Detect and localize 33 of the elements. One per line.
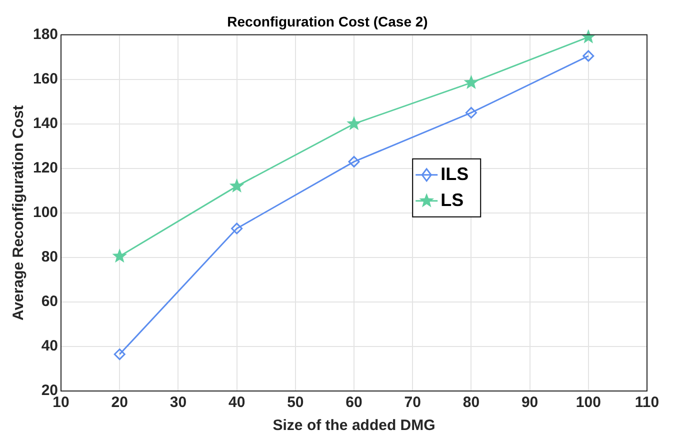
point (114, 348, 126, 360)
y-tick-label: 120 (32, 160, 58, 177)
point (112, 248, 128, 263)
x-axis-title: Size of the added DMG (272, 417, 436, 434)
y-tick-label: 80 (41, 248, 58, 266)
point (464, 74, 479, 89)
point (346, 116, 362, 130)
x-tick-label: 80 (462, 394, 480, 412)
x-tick-label: 10 (52, 394, 70, 412)
x-tick-label: 20 (111, 394, 128, 412)
legend-label: ILS (440, 164, 469, 184)
y-axis-title: Average Reconfiguration Cost (10, 105, 28, 321)
x-tick-label: 100 (576, 394, 601, 412)
x-tick-label: 60 (346, 394, 362, 412)
point (348, 156, 360, 168)
x-tick-label: 90 (521, 394, 538, 412)
x-tick-label: 40 (228, 394, 246, 412)
y-tick-label: 60 (41, 293, 58, 310)
point (582, 50, 594, 62)
x-tick-label: 70 (404, 394, 421, 412)
legend-label: LS (440, 190, 464, 210)
point (465, 106, 477, 118)
y-tick-label: 140 (32, 114, 58, 132)
x-tick-label: 110 (634, 394, 660, 412)
x-tick-label: 50 (287, 394, 304, 412)
point (231, 222, 243, 234)
y-tick-label: 40 (41, 338, 58, 355)
y-tick-label: 100 (32, 204, 58, 222)
y-tick-label: 180 (32, 26, 58, 43)
x-tick-label: 30 (170, 394, 187, 412)
y-tick-label: 160 (32, 70, 58, 88)
point (229, 178, 244, 192)
chart-title: Reconfiguration Cost (Case 2) (227, 13, 428, 30)
